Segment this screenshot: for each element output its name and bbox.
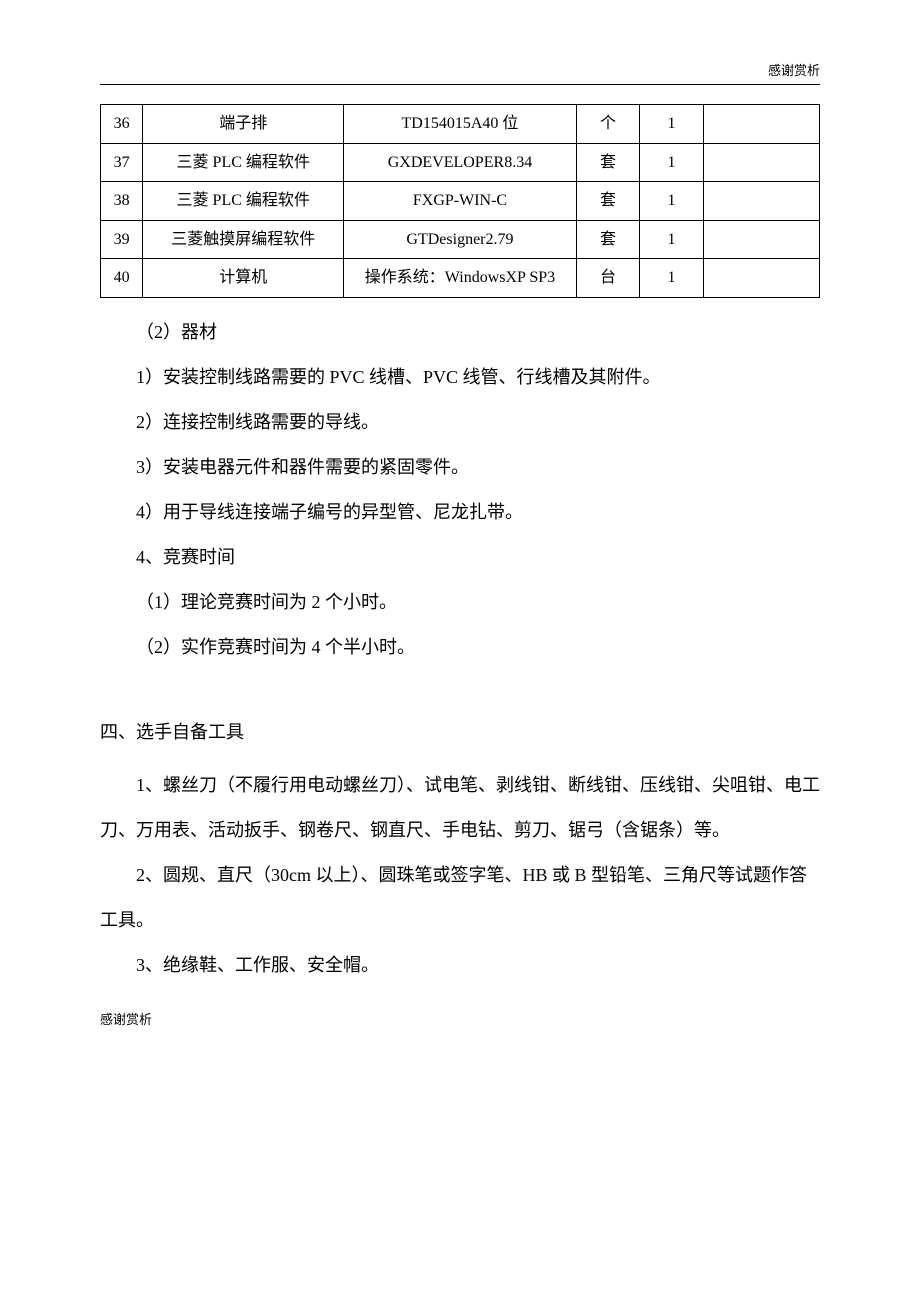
table-cell-idx: 39: [101, 220, 143, 259]
body-text: （2）器材 1）安装控制线路需要的 PVC 线槽、PVC 线管、行线槽及其附件。…: [100, 310, 820, 988]
tools-item: 2、圆规、直尺（30cm 以上）、圆珠笔或签字笔、HB 或 B 型铅笔、三角尺等…: [100, 853, 820, 943]
table-cell-remark: [703, 259, 819, 298]
table-row: 36端子排TD154015A40 位个1: [101, 105, 820, 144]
table-cell-unit: 套: [576, 220, 639, 259]
table-cell-name: 三菱 PLC 编程软件: [143, 143, 344, 182]
table-cell-unit: 套: [576, 182, 639, 221]
document-page: 感谢赏析 36端子排TD154015A40 位个137三菱 PLC 编程软件GX…: [0, 0, 920, 1068]
table-cell-remark: [703, 143, 819, 182]
table-row: 37三菱 PLC 编程软件GXDEVELOPER8.34套1: [101, 143, 820, 182]
materials-heading: （2）器材: [100, 310, 820, 355]
table-cell-name: 计算机: [143, 259, 344, 298]
header-rule: [100, 84, 820, 85]
materials-item: 2）连接控制线路需要的导线。: [100, 400, 820, 445]
time-item: （2）实作竞赛时间为 4 个半小时。: [100, 625, 820, 670]
footer-watermark: 感谢赏析: [100, 1009, 152, 1028]
tools-item: 3、绝缘鞋、工作服、安全帽。: [100, 943, 820, 988]
materials-item: 4）用于导线连接端子编号的异型管、尼龙扎带。: [100, 490, 820, 535]
table-cell-idx: 40: [101, 259, 143, 298]
table-cell-remark: [703, 182, 819, 221]
table-cell-qty: 1: [640, 143, 703, 182]
table-cell-remark: [703, 105, 819, 144]
table-cell-name: 端子排: [143, 105, 344, 144]
table-cell-qty: 1: [640, 182, 703, 221]
table-cell-spec: TD154015A40 位: [344, 105, 577, 144]
table-cell-qty: 1: [640, 259, 703, 298]
table-row: 40计算机操作系统：WindowsXP SP3台1: [101, 259, 820, 298]
time-item: （1）理论竞赛时间为 2 个小时。: [100, 580, 820, 625]
table-cell-qty: 1: [640, 220, 703, 259]
table-cell-spec: GXDEVELOPER8.34: [344, 143, 577, 182]
materials-item: 3）安装电器元件和器件需要的紧固零件。: [100, 445, 820, 490]
table-cell-unit: 个: [576, 105, 639, 144]
tools-heading: 四、选手自备工具: [100, 710, 820, 755]
table-cell-name: 三菱 PLC 编程软件: [143, 182, 344, 221]
time-heading: 4、竞赛时间: [100, 535, 820, 580]
page-content: 36端子排TD154015A40 位个137三菱 PLC 编程软件GXDEVEL…: [100, 104, 820, 988]
table-cell-spec: 操作系统：WindowsXP SP3: [344, 259, 577, 298]
table-cell-qty: 1: [640, 105, 703, 144]
table-cell-unit: 台: [576, 259, 639, 298]
table-cell-idx: 37: [101, 143, 143, 182]
table-cell-idx: 36: [101, 105, 143, 144]
table-row: 38三菱 PLC 编程软件FXGP-WIN-C套1: [101, 182, 820, 221]
table-cell-spec: GTDesigner2.79: [344, 220, 577, 259]
table-cell-remark: [703, 220, 819, 259]
table-cell-spec: FXGP-WIN-C: [344, 182, 577, 221]
equipment-table: 36端子排TD154015A40 位个137三菱 PLC 编程软件GXDEVEL…: [100, 104, 820, 298]
table-cell-idx: 38: [101, 182, 143, 221]
tools-item: 1、螺丝刀（不履行用电动螺丝刀）、试电笔、剥线钳、断线钳、压线钳、尖咀钳、电工刀…: [100, 763, 820, 853]
table-cell-unit: 套: [576, 143, 639, 182]
header-watermark: 感谢赏析: [768, 60, 820, 79]
materials-item: 1）安装控制线路需要的 PVC 线槽、PVC 线管、行线槽及其附件。: [100, 355, 820, 400]
table-row: 39三菱触摸屏编程软件GTDesigner2.79套1: [101, 220, 820, 259]
table-cell-name: 三菱触摸屏编程软件: [143, 220, 344, 259]
